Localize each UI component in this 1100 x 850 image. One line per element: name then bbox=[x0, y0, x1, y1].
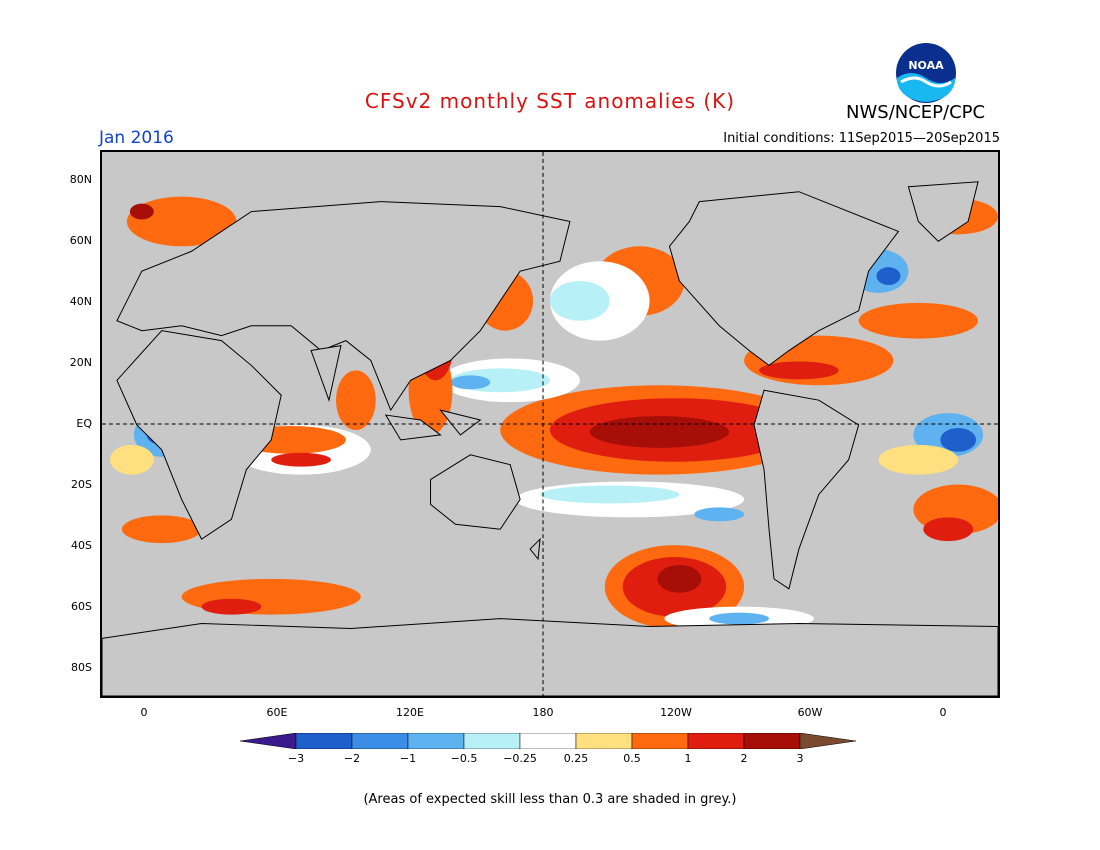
lat-label: 80S bbox=[71, 661, 92, 674]
lon-label: 60E bbox=[266, 706, 288, 719]
lon-label: 60W bbox=[797, 706, 823, 719]
valid-period-label: Jan 2016 bbox=[99, 128, 174, 148]
lon-label: 120W bbox=[660, 706, 692, 719]
svg-text:NOAA: NOAA bbox=[908, 59, 944, 72]
colorbar-label: 2 bbox=[740, 752, 748, 765]
lat-label: 20S bbox=[71, 478, 92, 491]
colorbar-bin bbox=[463, 732, 521, 750]
lat-label: 60S bbox=[71, 600, 92, 613]
colorbar-label: −0.25 bbox=[503, 752, 537, 765]
colorbar-label: −3 bbox=[287, 752, 305, 765]
footnote: (Areas of expected skill less than 0.3 a… bbox=[363, 792, 737, 807]
colorbar bbox=[239, 732, 862, 750]
lat-label: 40S bbox=[71, 539, 92, 552]
lat-label: 20N bbox=[69, 356, 92, 369]
colorbar-bin bbox=[407, 732, 465, 750]
colorbar-bin bbox=[295, 732, 353, 750]
lon-label: 120E bbox=[396, 706, 424, 719]
colorbar-bin bbox=[519, 732, 577, 750]
lat-label: 80N bbox=[69, 173, 92, 186]
anomaly-patches bbox=[109, 196, 998, 631]
colorbar-label: 0.25 bbox=[563, 752, 589, 765]
colorbar-label: 1 bbox=[684, 752, 692, 765]
colorbar-arrow-low bbox=[239, 732, 297, 750]
lat-label: EQ bbox=[76, 417, 92, 430]
colorbar-label: −1 bbox=[399, 752, 417, 765]
sst-anomaly-map bbox=[100, 150, 1000, 698]
colorbar-bin bbox=[575, 732, 633, 750]
colorbar-label: −0.5 bbox=[450, 752, 478, 765]
colorbar-label: 3 bbox=[796, 752, 804, 765]
colorbar-bin bbox=[743, 732, 801, 750]
lon-label: 0 bbox=[939, 706, 947, 719]
coastlines bbox=[102, 181, 998, 696]
colorbar-label: −2 bbox=[343, 752, 361, 765]
noaa-logo: NOAA bbox=[895, 42, 957, 104]
lat-label: 60N bbox=[69, 234, 92, 247]
colorbar-bin bbox=[351, 732, 409, 750]
lon-label: 0 bbox=[140, 706, 148, 719]
colorbar-arrow-high bbox=[799, 732, 857, 750]
colorbar-label: 0.5 bbox=[623, 752, 641, 765]
initial-conditions-label: Initial conditions: 11Sep2015—20Sep2015 bbox=[723, 131, 1000, 146]
chart-title: CFSv2 monthly SST anomalies (K) bbox=[364, 89, 736, 113]
colorbar-bin bbox=[687, 732, 745, 750]
agency-label: NWS/NCEP/CPC bbox=[846, 102, 986, 123]
lon-label: 180 bbox=[532, 706, 554, 719]
lat-label: 40N bbox=[69, 295, 92, 308]
colorbar-bin bbox=[631, 732, 689, 750]
